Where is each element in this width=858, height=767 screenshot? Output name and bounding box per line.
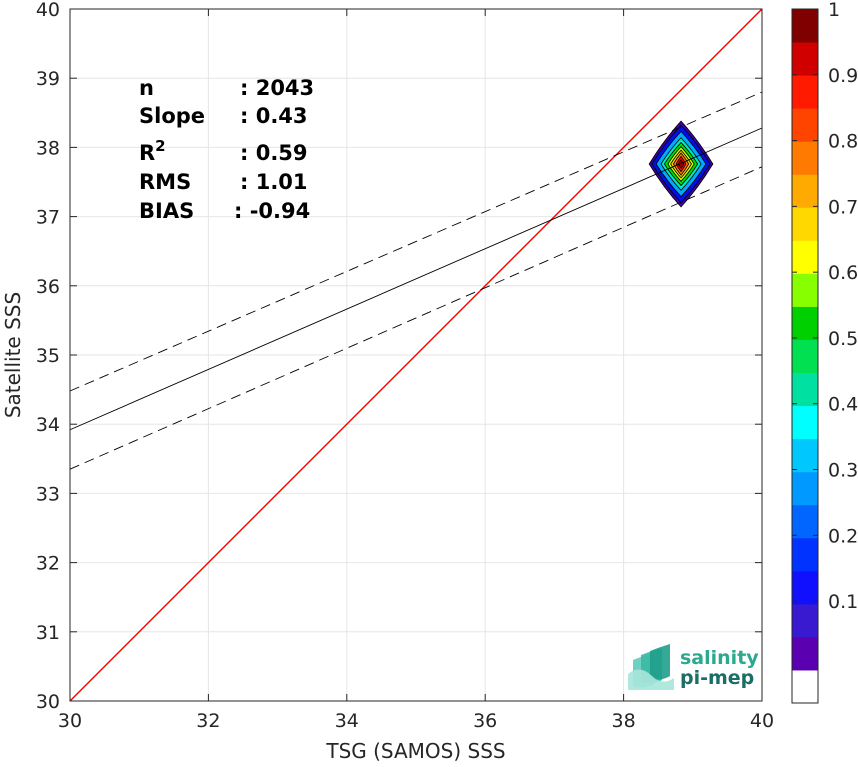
colorbar-segment bbox=[792, 42, 818, 76]
y-tick-label: 32 bbox=[36, 553, 60, 575]
y-tick-label: 35 bbox=[36, 345, 60, 367]
colorbar-tick-label: 0.5 bbox=[828, 328, 858, 350]
colorbar-segment bbox=[792, 570, 818, 605]
stat-value: : 1.01 bbox=[240, 170, 308, 194]
colorbar-tick-label: 0.7 bbox=[828, 196, 858, 218]
x-tick-label: 32 bbox=[196, 710, 220, 732]
colorbar-segment bbox=[792, 669, 818, 704]
colorbar-segment bbox=[792, 471, 818, 506]
x-tick-label: 38 bbox=[612, 710, 636, 732]
colorbar-segment bbox=[792, 174, 818, 208]
colorbar-tick-label: 0.1 bbox=[828, 591, 858, 613]
colorbar-segment bbox=[792, 306, 818, 340]
colorbar-segment bbox=[792, 636, 818, 671]
logo-text-salinity: salinity bbox=[680, 647, 759, 669]
y-tick-label: 30 bbox=[36, 691, 60, 713]
colorbar-segment bbox=[792, 207, 818, 241]
colorbar-tick-label: 0.2 bbox=[828, 525, 858, 547]
stat-label: Slope bbox=[139, 104, 205, 128]
y-tick-label: 33 bbox=[36, 483, 60, 505]
colorbar: 0.1 0.2 0.3 0.4 0.5 0.6 0.7 0.8 0.9 1 bbox=[791, 0, 858, 704]
colorbar-segment bbox=[792, 9, 818, 43]
colorbar-tick-label: 0.8 bbox=[828, 131, 858, 153]
colorbar-segment bbox=[792, 405, 818, 440]
colorbar-frame bbox=[791, 8, 819, 704]
y-tick-label: 39 bbox=[36, 68, 60, 90]
stat-label: n bbox=[139, 76, 154, 100]
stat-value: : -0.94 bbox=[234, 199, 310, 223]
regression-upper-line bbox=[69, 91, 763, 392]
colorbar-segment bbox=[792, 372, 818, 407]
stat-label: RMS bbox=[139, 170, 191, 194]
colorbar-tick-label: 0.4 bbox=[828, 394, 858, 416]
x-tick-label: 30 bbox=[58, 710, 82, 732]
y-tick-label: 36 bbox=[36, 276, 60, 298]
colorbar-segment bbox=[792, 141, 818, 175]
x-tick-label: 34 bbox=[335, 710, 359, 732]
y-axis-label: Satellite SSS bbox=[1, 292, 25, 418]
x-axis-ticks: 30 32 34 36 38 40 bbox=[58, 9, 774, 732]
y-axis-ticks: 30 31 32 33 34 35 36 37 38 39 40 bbox=[36, 0, 762, 713]
y-tick-label: 40 bbox=[36, 0, 60, 21]
stat-label: R2 bbox=[139, 137, 166, 165]
wave-logo-icon bbox=[628, 644, 674, 690]
statistics-box: n : 2043 Slope : 0.43 R2 : 0.59 RMS : 1.01 BIAS:… bbox=[139, 76, 314, 223]
fit-lines bbox=[69, 8, 763, 702]
stat-label-superscript: 2 bbox=[155, 137, 165, 155]
salinity-pimep-logo: salinity pi-mep bbox=[628, 644, 759, 690]
colorbar-segment bbox=[792, 273, 818, 307]
logo-text-pimep: pi-mep bbox=[680, 667, 754, 689]
colorbar-segment bbox=[792, 240, 818, 274]
colorbar-segment bbox=[792, 339, 818, 374]
density-contours bbox=[648, 120, 714, 208]
colorbar-segment bbox=[792, 504, 818, 539]
colorbar-tick-label: 0.3 bbox=[828, 460, 858, 482]
x-axis-label: TSG (SAMOS) SSS bbox=[325, 739, 505, 763]
stat-value: : 0.43 bbox=[240, 104, 308, 128]
colorbar-tick-label: 1 bbox=[828, 0, 840, 21]
regression-line bbox=[69, 127, 763, 431]
y-tick-label: 34 bbox=[36, 414, 60, 436]
stat-label: BIAS bbox=[139, 199, 194, 223]
colorbar-segment bbox=[792, 603, 818, 638]
one-to-one-line bbox=[69, 8, 763, 702]
y-tick-label: 37 bbox=[36, 207, 60, 229]
stat-value: : 0.59 bbox=[240, 141, 308, 165]
colorbar-segment bbox=[792, 438, 818, 473]
x-tick-label: 36 bbox=[473, 710, 497, 732]
x-tick-label: 40 bbox=[750, 710, 774, 732]
colorbar-segment bbox=[792, 537, 818, 572]
y-tick-label: 38 bbox=[36, 137, 60, 159]
regression-lower-line bbox=[69, 166, 763, 470]
stat-value: : 2043 bbox=[240, 76, 314, 100]
colorbar-segment bbox=[792, 108, 818, 142]
colorbar-tick-label: 0.6 bbox=[828, 262, 858, 284]
colorbar-segment bbox=[792, 75, 818, 109]
y-tick-label: 31 bbox=[36, 622, 60, 644]
colorbar-tick-label: 0.9 bbox=[828, 65, 858, 87]
